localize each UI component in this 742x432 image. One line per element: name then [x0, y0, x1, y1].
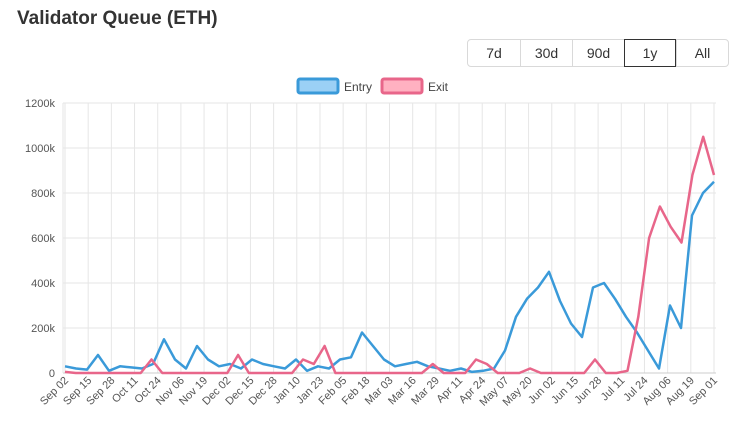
legend-exit-swatch[interactable]	[380, 77, 424, 95]
range-1y-button[interactable]: 1y	[624, 39, 676, 67]
range-7d-button[interactable]: 7d	[486, 45, 502, 61]
legend-entry-swatch[interactable]	[296, 77, 340, 95]
y-tick-label: 800k	[31, 188, 55, 200]
page-title: Validator Queue (ETH)	[17, 8, 218, 29]
y-tick-label: 600k	[31, 233, 55, 245]
range-all-button[interactable]: All	[676, 40, 728, 66]
chart-grid	[62, 102, 716, 374]
range-90d-button[interactable]: 90d	[572, 40, 624, 66]
x-tick-label: Jul 11	[599, 375, 628, 404]
y-tick-label: 400k	[31, 278, 55, 290]
y-tick-label: 1200k	[25, 98, 55, 110]
legend-exit-label[interactable]: Exit	[428, 80, 449, 94]
chart-legend: Entry Exit	[296, 77, 449, 95]
y-tick-label: 200k	[31, 323, 55, 335]
y-tick-label: 0	[49, 368, 55, 380]
y-tick-label: 1000k	[25, 143, 55, 155]
legend-entry-label[interactable]: Entry	[344, 80, 372, 94]
exit-series-line	[64, 135, 716, 375]
entry-series-line	[64, 180, 715, 374]
chart-series	[64, 135, 716, 375]
time-range-selector: 7d 30d 90d 1y All	[467, 39, 729, 67]
y-axis: 0 200k 400k 600k 800k 1000k 1200k	[25, 98, 55, 380]
range-30d-button[interactable]: 30d	[520, 40, 572, 66]
